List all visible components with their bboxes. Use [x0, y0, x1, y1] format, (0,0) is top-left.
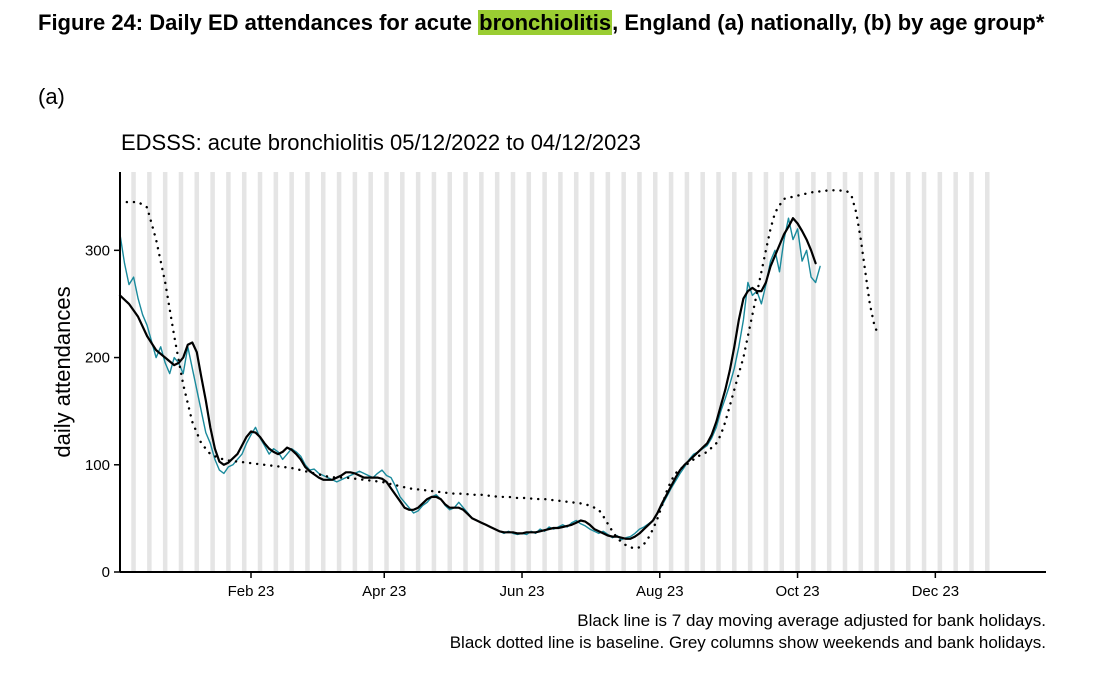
weekend-column: [162, 172, 168, 572]
weekend-column: [621, 172, 626, 572]
x-tick-label: Feb 23: [228, 583, 275, 600]
x-tick-label: Aug 23: [636, 583, 684, 600]
weekend-columns: [131, 172, 990, 572]
weekend-column: [700, 172, 705, 572]
weekend-column: [289, 172, 294, 572]
weekend-column: [210, 172, 215, 572]
weekend-column: [305, 172, 310, 572]
weekend-column: [953, 172, 958, 572]
weekend-column: [415, 172, 421, 572]
weekend-column: [131, 172, 136, 572]
weekend-column: [573, 172, 579, 572]
weekend-column: [147, 172, 152, 572]
weekend-column: [558, 172, 563, 572]
weekend-column: [874, 172, 879, 572]
weekend-column: [463, 172, 468, 572]
series-layer: [118, 189, 881, 550]
weekend-column: [226, 172, 231, 572]
weekend-column: [384, 172, 389, 572]
weekend-column: [178, 172, 184, 572]
weekend-column: [447, 172, 453, 572]
weekend-column: [352, 172, 358, 572]
figure-title-start: Figure 24: Daily ED attendances for acut…: [38, 10, 479, 35]
weekend-column: [431, 172, 437, 572]
y-tick-label: 100: [85, 457, 110, 474]
weekend-column: [542, 172, 547, 572]
weekend-column: [637, 172, 642, 572]
chart-note-2: Black dotted line is baseline. Grey colu…: [450, 633, 1046, 652]
x-ticks: Feb 23 Apr 23 Jun 23 Aug 23 Oct 23 Dec 23: [228, 572, 959, 600]
figure-title: Figure 24: Daily ED attendances for acut…: [38, 9, 1078, 37]
figure-title-highlight: bronchiolitis: [478, 10, 613, 35]
y-tick-label: 300: [85, 242, 110, 259]
weekend-column: [779, 172, 785, 572]
weekend-column: [400, 172, 405, 572]
x-tick-label: Apr 23: [362, 583, 406, 600]
y-ticks: 0 100 200 300: [85, 242, 120, 581]
weekend-column: [479, 172, 484, 572]
x-tick-label: Oct 23: [775, 583, 819, 600]
weekend-column: [526, 172, 532, 572]
weekend-column: [763, 172, 769, 572]
weekend-column: [668, 172, 674, 572]
weekend-column: [494, 172, 500, 572]
weekend-column: [336, 172, 342, 572]
weekend-column: [732, 172, 737, 572]
series-line-2: [118, 217, 817, 540]
figure-title-end: , England (a) nationally, (b) by age gro…: [612, 10, 1045, 35]
weekend-column: [653, 172, 658, 572]
weekend-column: [905, 172, 911, 572]
weekend-column: [795, 172, 800, 572]
series-line-1: [119, 217, 821, 541]
weekend-column: [985, 172, 990, 572]
weekend-column: [858, 172, 864, 572]
x-tick-label: Jun 23: [499, 583, 544, 600]
weekend-column: [273, 172, 279, 572]
weekend-column: [194, 172, 200, 572]
weekend-column: [605, 172, 611, 572]
y-tick-label: 0: [102, 564, 110, 581]
weekend-column: [241, 172, 247, 572]
chart-title: EDSSS: acute bronchiolitis 05/12/2022 to…: [121, 130, 641, 155]
weekend-column: [747, 172, 753, 572]
panel-label: (a): [38, 84, 65, 109]
weekend-column: [716, 172, 721, 572]
weekend-column: [368, 172, 373, 572]
weekend-column: [969, 172, 974, 572]
weekend-column: [937, 172, 943, 572]
weekend-column: [890, 172, 895, 572]
weekend-column: [842, 172, 848, 572]
weekend-column: [510, 172, 516, 572]
weekend-column: [826, 172, 832, 572]
x-tick-label: Dec 23: [912, 583, 960, 600]
weekend-column: [684, 172, 690, 572]
weekend-column: [589, 172, 595, 572]
chart-note-1: Black line is 7 day moving average adjus…: [577, 611, 1046, 630]
weekend-column: [321, 172, 326, 572]
weekend-column: [811, 172, 816, 572]
y-axis-label: daily attendances: [50, 286, 75, 457]
weekend-column: [257, 172, 263, 572]
weekend-column: [921, 172, 927, 572]
y-tick-label: 200: [85, 350, 110, 367]
